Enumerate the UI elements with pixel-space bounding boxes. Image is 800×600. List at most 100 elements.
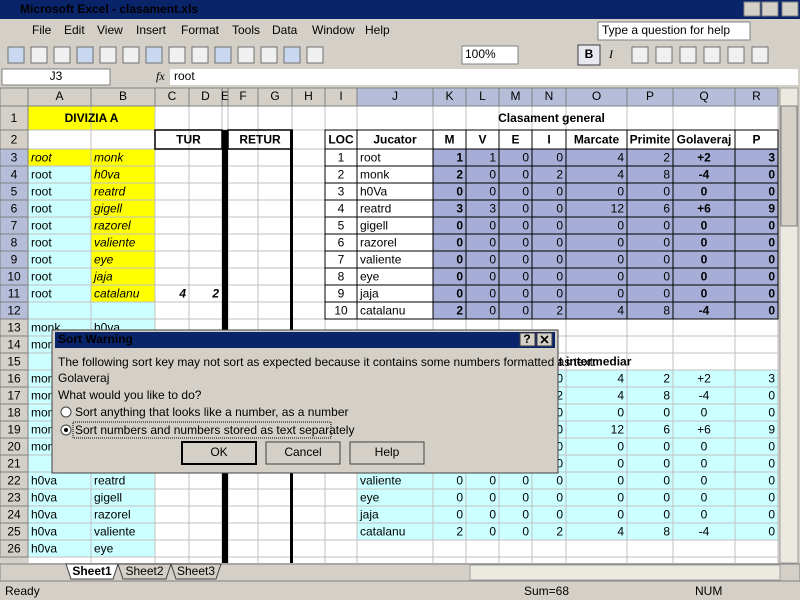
radio-label[interactable]: Sort numbers and numbers stored as text … (75, 423, 354, 437)
cell-fill (433, 183, 466, 200)
cell-fill (466, 166, 499, 183)
column-header[interactable] (734, 87, 779, 107)
sheet-tab[interactable] (117, 563, 172, 580)
cell-text: 0 (456, 219, 463, 233)
cell-fill (627, 489, 673, 506)
menu-item[interactable]: Insert (136, 23, 167, 37)
v-thumb[interactable] (780, 105, 798, 227)
cell-fill (499, 489, 532, 506)
cell-text: razorel (94, 219, 131, 233)
cell-text: 12 (611, 423, 625, 437)
toolbar-icon[interactable] (30, 46, 48, 64)
cell-text: 0 (556, 423, 563, 437)
cell-fill (28, 540, 91, 557)
toolbar-icon[interactable] (168, 46, 186, 64)
radio-button[interactable] (60, 406, 72, 418)
toolbar-icon[interactable] (655, 46, 673, 64)
column-label: Q (699, 89, 708, 103)
row-header[interactable] (0, 539, 29, 558)
menu-item[interactable]: Help (365, 23, 390, 37)
cell-text: h0va (94, 168, 120, 182)
cell-text: 0 (489, 525, 496, 539)
dialog-question: What would you like to do? (58, 388, 202, 402)
cell-fill (532, 302, 566, 319)
dialog-button-label[interactable]: Help (375, 445, 400, 459)
cell-text: 4 (338, 202, 345, 216)
cell-text: 0 (556, 270, 563, 284)
toolbar-icon[interactable] (7, 46, 25, 64)
help-box[interactable] (597, 21, 751, 41)
cell-text: 0 (522, 525, 529, 539)
column-label: J (392, 89, 398, 103)
cell-fill (91, 302, 155, 319)
toolbar-icon[interactable] (76, 46, 94, 64)
toolbar-icon[interactable] (260, 46, 278, 64)
dialog-button-label[interactable]: OK (210, 445, 227, 459)
row-label: 17 (7, 389, 21, 403)
cell-fill (735, 523, 778, 540)
dialog-button[interactable] (349, 441, 425, 465)
menu-item[interactable]: Edit (64, 23, 85, 37)
sheet-tab-label[interactable]: Sheet3 (177, 564, 215, 578)
sheet-tab-label[interactable]: Sheet1 (72, 564, 112, 578)
radio-label[interactable]: Sort anything that looks like a number, … (75, 405, 349, 419)
cell-text: 0 (489, 491, 496, 505)
cell-fill (28, 489, 91, 506)
cell-fill (466, 302, 499, 319)
toolbar-icon[interactable] (53, 46, 71, 64)
menu-item[interactable]: Tools (232, 23, 260, 37)
sheet-tab[interactable] (170, 563, 222, 580)
cell-fill (735, 285, 778, 302)
formula-input[interactable] (170, 69, 798, 85)
toolbar-icon[interactable] (191, 46, 209, 64)
cell-fill (532, 234, 566, 251)
sheet-tab[interactable] (65, 563, 119, 580)
menu-item[interactable]: View (97, 23, 123, 37)
cell-fill (91, 251, 155, 268)
menu-item[interactable]: File (32, 23, 52, 37)
window-button[interactable] (761, 1, 779, 17)
toolbar-icon[interactable] (99, 46, 117, 64)
toolbar-icon[interactable] (283, 46, 301, 64)
cell-fill (28, 472, 91, 489)
dialog-button[interactable] (181, 441, 257, 465)
name-box[interactable] (1, 68, 111, 86)
toolbar-icon[interactable] (631, 46, 649, 64)
cell-fill (627, 421, 673, 438)
title-bar (0, 0, 800, 19)
cell-text: 0 (617, 491, 624, 505)
menu-item[interactable]: Window (312, 23, 355, 37)
toolbar-icon[interactable] (727, 46, 745, 64)
toolbar-icon[interactable] (237, 46, 255, 64)
window-button[interactable] (743, 1, 761, 17)
toolbar-icon[interactable] (679, 46, 697, 64)
cell-text: 0 (617, 270, 624, 284)
cell-text: 0 (556, 508, 563, 522)
menu-item[interactable]: Data (272, 23, 298, 37)
toolbar-icon[interactable] (214, 46, 232, 64)
cell-text: 1 (489, 151, 496, 165)
dialog-button-label[interactable]: Cancel (284, 445, 321, 459)
h-scrollbar[interactable] (469, 564, 781, 581)
cell-fill (566, 285, 627, 302)
toolbar-icon[interactable] (703, 46, 721, 64)
cell-text: 0 (768, 440, 775, 454)
row-label: 8 (11, 236, 18, 250)
column-label: P (646, 89, 654, 103)
cell-fill (673, 489, 735, 506)
toolbar-icon[interactable] (145, 46, 163, 64)
cell-text: 4 (178, 287, 186, 301)
menu-item[interactable]: Format (181, 23, 220, 37)
bold-button[interactable] (577, 44, 601, 66)
toolbar-icon[interactable] (306, 46, 324, 64)
toolbar-icon[interactable] (751, 46, 769, 64)
dialog-help-button[interactable] (519, 332, 536, 347)
cell-text: root (31, 253, 52, 267)
window-button[interactable] (781, 1, 799, 17)
zoom-box[interactable] (461, 45, 519, 65)
cell-fill (627, 234, 673, 251)
dialog-help-glyph[interactable]: ? (523, 332, 530, 346)
dialog-button[interactable] (265, 441, 341, 465)
toolbar-icon[interactable] (122, 46, 140, 64)
sheet-tab-label[interactable]: Sheet2 (125, 564, 163, 578)
